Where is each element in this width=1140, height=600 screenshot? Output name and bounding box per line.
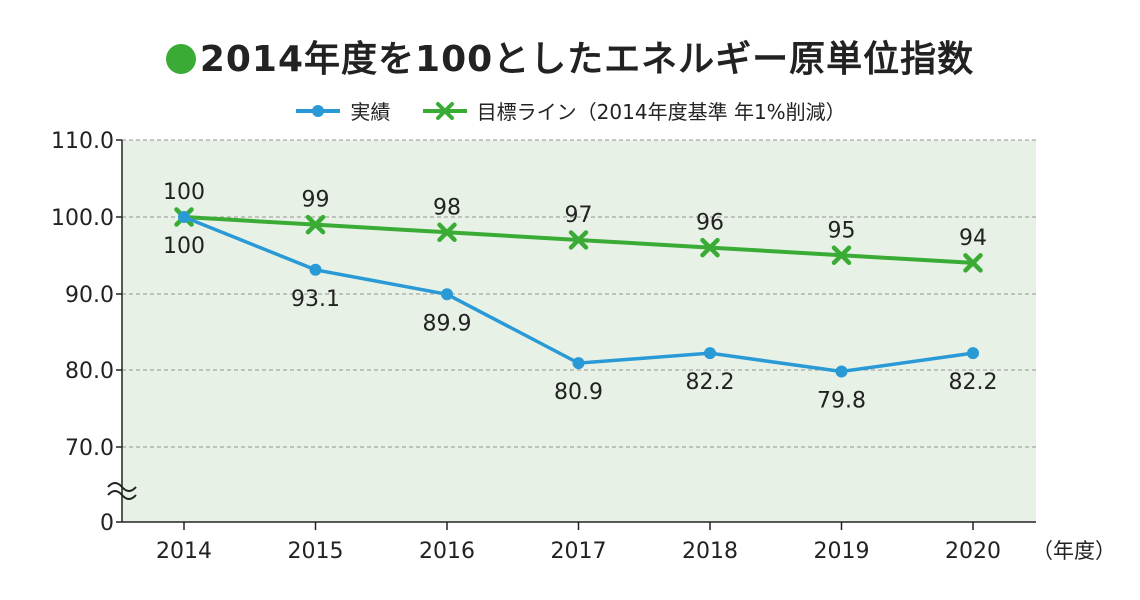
target-point bbox=[831, 245, 852, 265]
x-tick-label: 2019 bbox=[814, 539, 870, 564]
axis-break-stroke bbox=[107, 490, 137, 500]
y-tick-label: 80.0 bbox=[65, 359, 114, 384]
x-tick-label: 2020 bbox=[945, 539, 1001, 564]
actual-data-label: 82.2 bbox=[949, 370, 998, 395]
chart-legend: 実績 目標ライン（2014年度基準 年1%削減） bbox=[0, 96, 1140, 126]
y-tick-label: 110.0 bbox=[51, 129, 114, 154]
y-tick-label: 90.0 bbox=[65, 283, 114, 308]
legend-item-target: 目標ライン（2014年度基準 年1%削減） bbox=[421, 96, 846, 125]
target-data-label: 95 bbox=[828, 218, 856, 243]
y-tick-label: 0 bbox=[100, 511, 114, 536]
target-data-label: 98 bbox=[433, 195, 461, 220]
target-data-label: 96 bbox=[696, 211, 724, 236]
target-point bbox=[305, 214, 326, 235]
legend-label-actual: 実績 bbox=[350, 100, 391, 124]
actual-point bbox=[835, 365, 848, 378]
plot-area bbox=[122, 140, 1036, 522]
target-data-label: 94 bbox=[959, 226, 987, 251]
actual-data-label: 79.8 bbox=[817, 389, 866, 414]
x-tick-label: 2017 bbox=[551, 539, 607, 564]
axis-break-icon bbox=[107, 482, 137, 500]
target-point bbox=[963, 253, 983, 273]
line-dot-marker-icon bbox=[296, 104, 341, 117]
target-data-label: 100 bbox=[163, 180, 205, 205]
actual-point bbox=[704, 347, 716, 360]
actual-point bbox=[309, 263, 322, 276]
target-point bbox=[568, 230, 589, 250]
actual-data-label: 82.2 bbox=[686, 370, 735, 395]
chart-title-text: 2014年度を100としたエネルギー原単位指数 bbox=[199, 39, 975, 80]
actual-point bbox=[572, 357, 585, 370]
legend-label-target: 目標ライン（2014年度基準 年1%削減） bbox=[476, 100, 846, 124]
actual-point bbox=[441, 288, 453, 301]
axis-break-stroke bbox=[107, 482, 137, 492]
legend-item-actual: 実績 bbox=[294, 96, 390, 125]
actual-data-label: 80.9 bbox=[554, 380, 603, 405]
chart-title: 2014年度を100としたエネルギー原単位指数 bbox=[0, 30, 1140, 82]
target-data-label: 99 bbox=[302, 188, 330, 213]
target-point bbox=[700, 237, 720, 258]
actual-data-label: 93.1 bbox=[291, 287, 340, 312]
green-circle-icon bbox=[165, 44, 196, 74]
x-tick-label: 2018 bbox=[682, 539, 738, 564]
line-x-marker-icon bbox=[422, 101, 467, 120]
actual-point bbox=[967, 347, 979, 360]
target-point bbox=[437, 222, 457, 243]
y-tick-label: 100.0 bbox=[51, 206, 114, 231]
y-tick-label: 70.0 bbox=[65, 436, 114, 461]
x-tick-label: 2016 bbox=[419, 539, 475, 564]
target-data-label: 97 bbox=[565, 203, 593, 228]
x-tick-label: 2014 bbox=[156, 539, 212, 564]
actual-data-label: 100 bbox=[163, 234, 205, 259]
actual-point bbox=[178, 211, 190, 223]
actual-data-label: 89.9 bbox=[423, 311, 472, 336]
x-axis-unit: （年度） bbox=[1032, 539, 1116, 563]
x-tick-label: 2015 bbox=[288, 539, 344, 564]
